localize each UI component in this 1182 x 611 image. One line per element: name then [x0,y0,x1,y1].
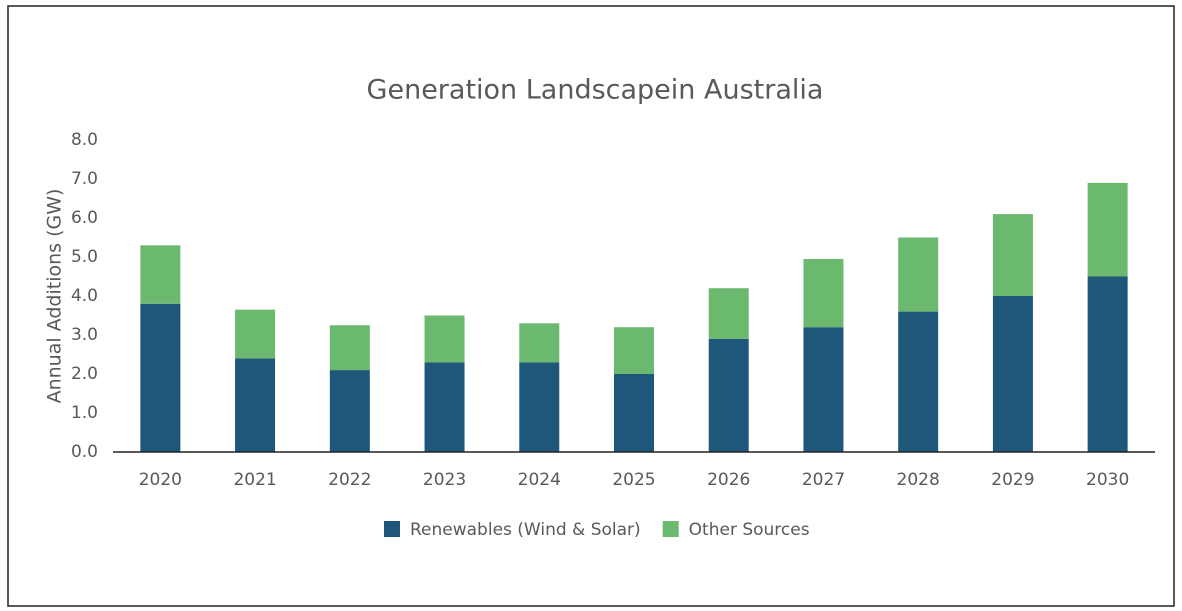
y-tick-label: 6.0 [71,208,98,228]
legend-swatch [662,521,679,537]
y-tick-label: 1.0 [71,403,98,423]
legend-label: Renewables (Wind & Solar) [410,520,641,540]
bar-segment [235,358,276,452]
y-tick-label: 0.0 [71,442,98,462]
x-tick-label: 2022 [328,470,371,490]
y-tick-label: 7.0 [71,169,98,189]
x-tick-label: 2028 [897,470,940,490]
legend-swatch [384,521,400,537]
bar-segment [803,258,844,328]
bar-segment [803,327,844,452]
y-tick-label: 8.0 [71,130,98,150]
frame [7,5,1175,607]
bar-segment [140,303,181,452]
x-tick-label: 2029 [991,470,1034,490]
x-tick-label: 2021 [233,470,276,490]
y-tick-label: 4.0 [71,286,98,306]
x-tick-label: 2020 [139,470,182,490]
bar-segment [519,323,560,363]
bar-segment [898,311,939,452]
bar-segment [424,315,465,363]
x-tick-label: 2025 [612,470,655,490]
bar-segment [708,338,749,452]
bar-segment [329,325,370,371]
bar-segment [329,370,370,452]
bar-segment [708,288,749,339]
bar-segment [992,214,1033,296]
bar-segment [424,362,465,452]
x-tick-label: 2027 [802,470,845,490]
x-tick-label: 2023 [423,470,466,490]
bar-segment [519,362,560,452]
y-tick-label: 5.0 [71,247,98,267]
chart-title: Generation Landscapein Australia [367,75,824,106]
bar-segment [1087,276,1128,452]
x-tick-label: 2026 [707,470,750,490]
bar-segment [614,374,654,452]
bar-segment [992,296,1033,452]
bar-segment [140,245,181,304]
x-tick-label: 2030 [1086,470,1129,490]
bar-segment [614,327,654,374]
bar-segment [898,237,939,312]
y-tick-label: 3.0 [71,325,98,345]
legend-label: Other Sources [689,520,810,540]
bar-segment [1087,182,1128,277]
bar-segment [235,309,276,359]
x-tick-label: 2024 [518,470,561,490]
y-axis-label: Annual Additions (GW) [44,189,66,404]
y-tick-label: 2.0 [71,364,98,384]
